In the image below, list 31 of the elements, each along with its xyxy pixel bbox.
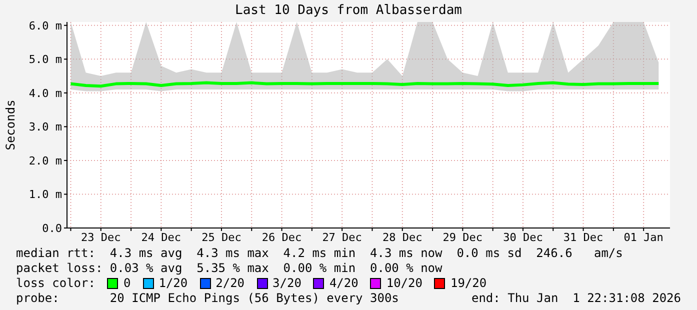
text: probe: 20 ICMP Echo Pings (56 Bytes) every 300s (16, 291, 399, 306)
x-tick-label: 31 Dec (563, 230, 604, 244)
x-tick-label: 24 Dec (141, 230, 182, 244)
y-tick-label: 1.0 m (28, 188, 62, 202)
x-tick-label: 30 Dec (503, 230, 543, 244)
legend-label: 0 (123, 276, 131, 291)
x-tick-label: 27 Dec (322, 230, 362, 244)
y-tick-label: 4.0 m (28, 86, 62, 100)
y-tick-label: 6.0 m (28, 19, 62, 32)
y-tick-label: 2.0 m (28, 154, 62, 168)
x-tick-label: 29 Dec (442, 230, 483, 244)
legend-label: 1/20 (158, 276, 188, 291)
text: end: Thu Jan 1 22:31:08 2026 (471, 291, 681, 306)
x-tick-label: 01 Jan (624, 230, 664, 244)
legend-label: 3/20 (272, 276, 302, 291)
x-tick-label: 25 Dec (202, 230, 242, 244)
chart-title: Last 10 Days from Albasserdam (234, 3, 463, 18)
text: packet loss: 0.03 % avg 5.35 % max 0.00 % min 0.00 % now (16, 261, 444, 276)
x-tick-label: 23 Dec (81, 230, 121, 244)
legend-label: 4/20 (329, 276, 358, 291)
x-tick-label: 28 Dec (382, 230, 422, 244)
y-tick-label: 3.0 m (28, 120, 62, 134)
text: median rtt: 4.3 ms avg 4.3 ms max 4.2 ms min 4.3 ms now 0.0 ms sd 246.6 am/s (16, 246, 624, 261)
x-tick-label: 26 Dec (262, 230, 302, 244)
legend-label: 10/20 (386, 276, 422, 291)
legend-label: 19/20 (450, 276, 487, 291)
y-tick-label: 0.0 (42, 222, 62, 235)
legend-title: loss color: (16, 276, 96, 291)
y-axis-title: Seconds (3, 100, 18, 150)
legend-label: 2/20 (216, 276, 245, 291)
y-tick-label: 5.0 m (28, 53, 62, 66)
